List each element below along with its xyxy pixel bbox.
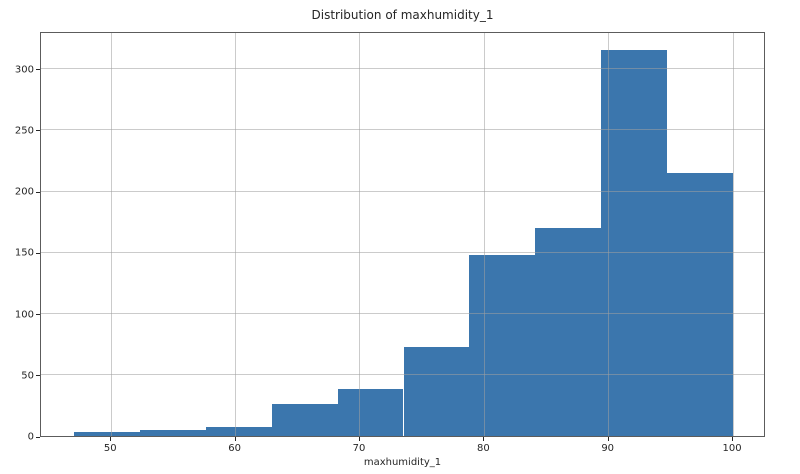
gridline-vertical <box>732 33 734 436</box>
x-tick-mark <box>607 437 609 441</box>
plot-area <box>40 32 765 437</box>
y-tick-mark <box>36 375 40 377</box>
y-tick-label: 50 <box>21 370 34 382</box>
gridline-vertical <box>483 33 485 436</box>
histogram-bar <box>601 50 668 436</box>
histogram-bar <box>535 227 602 436</box>
histogram-bar <box>73 432 140 436</box>
x-tick-label: 60 <box>228 443 241 454</box>
y-tick-mark <box>36 436 40 438</box>
y-tick-mark <box>36 191 40 193</box>
x-tick-label: 90 <box>601 443 615 454</box>
gridline-horizontal <box>41 251 764 253</box>
histogram-bar <box>469 254 536 436</box>
histogram-bar <box>139 429 206 436</box>
gridline-vertical <box>608 33 610 436</box>
x-tick-mark <box>110 437 112 441</box>
chart-title: Distribution of maxhumidity_1 <box>311 8 494 22</box>
gridline-horizontal <box>41 374 764 376</box>
x-axis-label: maxhumidity_1 <box>363 457 442 468</box>
y-tick-label: 250 <box>14 125 34 137</box>
x-tick-mark <box>234 437 236 441</box>
y-tick-label: 0 <box>27 431 34 443</box>
y-tick-mark <box>36 314 40 316</box>
x-tick-label: 100 <box>722 443 742 454</box>
gridline-horizontal <box>41 190 764 192</box>
gridline-horizontal <box>41 313 764 315</box>
gridline-horizontal <box>41 129 764 131</box>
gridline-vertical <box>235 33 237 436</box>
y-tick-mark <box>36 252 40 254</box>
x-tick-label: 70 <box>352 443 366 454</box>
y-tick-mark <box>36 69 40 71</box>
x-tick-mark <box>483 437 485 441</box>
x-tick-label: 50 <box>103 443 117 454</box>
y-tick-label: 300 <box>14 64 34 76</box>
histogram-bar <box>337 389 404 436</box>
x-tick-label: 80 <box>476 443 490 454</box>
histogram-bar <box>205 427 272 436</box>
histogram-bar <box>403 346 470 436</box>
y-tick-label: 200 <box>14 186 34 198</box>
gridline-vertical <box>359 33 361 436</box>
gridline-vertical <box>110 33 112 436</box>
y-tick-label: 100 <box>14 309 34 321</box>
x-tick-mark <box>732 437 734 441</box>
x-tick-mark <box>358 437 360 441</box>
y-tick-mark <box>36 130 40 132</box>
y-tick-label: 150 <box>14 247 34 259</box>
histogram-bar <box>271 404 338 436</box>
histogram-bar <box>667 172 734 436</box>
gridline-horizontal <box>41 68 764 70</box>
